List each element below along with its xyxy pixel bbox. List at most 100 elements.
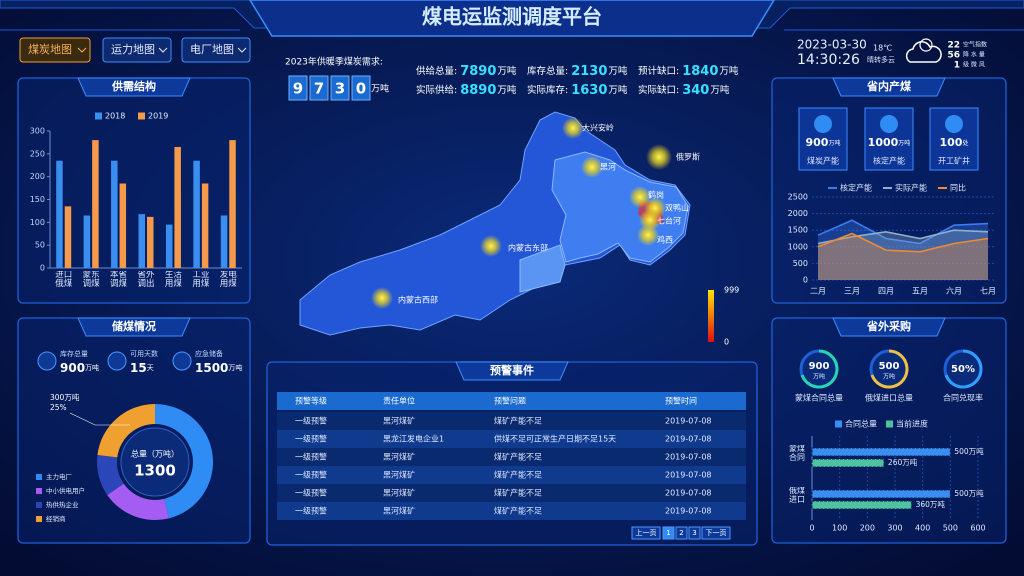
nav-button[interactable] <box>181 37 251 63</box>
table-cell: 一级预警 <box>295 434 327 444</box>
page-button[interactable] <box>662 526 675 540</box>
y-tick-label: 1500 <box>788 226 808 235</box>
pie-slice <box>155 404 214 519</box>
map-label: 俄罗斯 <box>676 152 700 162</box>
bar <box>220 215 228 268</box>
y-tick-label-box: 蒙煤合同 <box>789 445 805 462</box>
legend-swatch <box>36 516 42 522</box>
x-tick-label-box: 本省调煤 <box>110 271 127 289</box>
panel-title-tab <box>832 317 946 337</box>
storage-value: 15天 <box>130 361 154 375</box>
storage-unit: 万吨 <box>228 363 242 372</box>
storage-icon <box>107 351 127 371</box>
page-label[interactable]: 上一页 <box>636 528 657 537</box>
pie-center-value: 1300 <box>134 462 176 480</box>
table-cell: 一级预警 <box>295 416 327 426</box>
pie-slice <box>97 404 155 458</box>
pie-center-label: 总量（万吨） <box>131 449 179 459</box>
map-marker <box>371 287 393 309</box>
x-tick-label: 400 <box>915 524 930 533</box>
stat-value: 340 <box>682 83 709 98</box>
legend-label: 当前进度 <box>896 419 928 429</box>
digit-box <box>309 75 329 101</box>
demand-digit: 7 <box>314 80 324 98</box>
x-tick-label-box: 工业用煤 <box>192 271 209 289</box>
map-label: 内蒙古东部 <box>508 243 548 253</box>
table-cell: 黑河煤矿 <box>383 416 415 426</box>
indicator-label: 降 水 量 <box>963 51 985 59</box>
legend-swatch <box>36 474 42 480</box>
legend-label: 2019 <box>148 112 168 121</box>
x-tick-label: 六月 <box>946 286 962 296</box>
x-tick-label-box: 蒙东调煤 <box>83 271 100 289</box>
pie-inner <box>120 427 190 497</box>
page-button[interactable] <box>701 526 731 540</box>
x-tick-label: 发电用煤 <box>219 271 237 290</box>
panel-title: 供需结构 <box>111 79 156 93</box>
legend-swatch <box>886 420 893 428</box>
bar <box>92 140 99 268</box>
y-tick-label-box: 俄煤进口 <box>789 487 805 504</box>
legend-label: 核定产能 <box>840 183 872 193</box>
y-tick-label: 0 <box>40 264 45 273</box>
table-cell: 2019-07-08 <box>665 435 712 444</box>
legend-label: 中小供电用户 <box>46 486 85 495</box>
map-scale-max: 999 <box>724 286 739 295</box>
card-value: 100处 <box>940 136 969 149</box>
map-label: 鹤岗 <box>648 190 664 200</box>
legend-label: 实际产能 <box>895 183 927 193</box>
gauge-label: 蒙煤合同总量 <box>795 393 843 403</box>
panel-title-tab <box>77 317 191 337</box>
stat-unit: 万吨 <box>710 84 730 96</box>
page-title: 煤电运监测调度平台 <box>422 5 602 29</box>
page-button[interactable] <box>675 526 688 540</box>
bar <box>64 206 72 268</box>
indicator-label: 空气指数 <box>963 41 987 49</box>
gauge-arc <box>800 349 839 389</box>
gauge-unit: 万吨 <box>813 373 825 381</box>
stat-value: 7890 <box>460 64 496 79</box>
y-tick-label: 1000 <box>788 242 808 251</box>
table-row <box>277 430 746 448</box>
panel-title: 预警事件 <box>490 363 534 377</box>
page-label[interactable]: 3 <box>692 529 696 537</box>
table-cell: 黑河煤矿 <box>383 452 415 462</box>
page-label[interactable]: 下一页 <box>706 529 727 537</box>
map-marker <box>646 144 672 170</box>
y-tick-label: 50 <box>35 241 45 250</box>
nav-button[interactable] <box>102 37 172 63</box>
legend-label: 主力电厂 <box>46 472 73 481</box>
table-cell: 一级预警 <box>295 452 327 462</box>
x-tick-label: 五月 <box>912 287 928 296</box>
stat: 库存总量: 2130万吨 <box>527 64 628 79</box>
page-button[interactable] <box>688 526 701 540</box>
legend-label: 2018 <box>105 112 125 121</box>
nav-button[interactable] <box>19 37 91 63</box>
page-label[interactable]: 2 <box>679 529 683 537</box>
nav-caret <box>158 47 168 53</box>
stat-unit: 万吨 <box>608 84 628 96</box>
page-button[interactable] <box>631 526 661 540</box>
card-label: 核定产能 <box>873 156 905 166</box>
x-tick-label: 600 <box>970 524 985 533</box>
y-tick-label: 300 <box>30 127 45 136</box>
table-row <box>277 412 746 430</box>
indicator-value: 56 <box>947 51 960 61</box>
legend-swatch <box>36 488 42 494</box>
gauge-label: 俄煤进口总量 <box>865 393 913 403</box>
page-label[interactable]: 1 <box>666 529 670 537</box>
card-unit: 万吨 <box>828 139 840 147</box>
table-cell: 供煤不足可正常生产日期不足15天 <box>494 434 616 444</box>
stat-label: 实际缺口: <box>638 84 679 96</box>
pie-annotation: 300万吨 <box>50 392 80 402</box>
bar <box>811 500 913 510</box>
y-tick-label: 150 <box>30 195 45 204</box>
bar <box>147 216 154 268</box>
value-label: 260万吨 <box>888 457 918 467</box>
stat: 预计缺口: 1840万吨 <box>638 64 739 79</box>
pie-slice <box>97 455 124 495</box>
stat-value: 1840 <box>682 64 718 79</box>
stat-label: 库存总量: <box>527 65 568 77</box>
storage-value: 900万吨 <box>60 361 99 375</box>
stat-label: 供给总量: <box>416 65 457 77</box>
